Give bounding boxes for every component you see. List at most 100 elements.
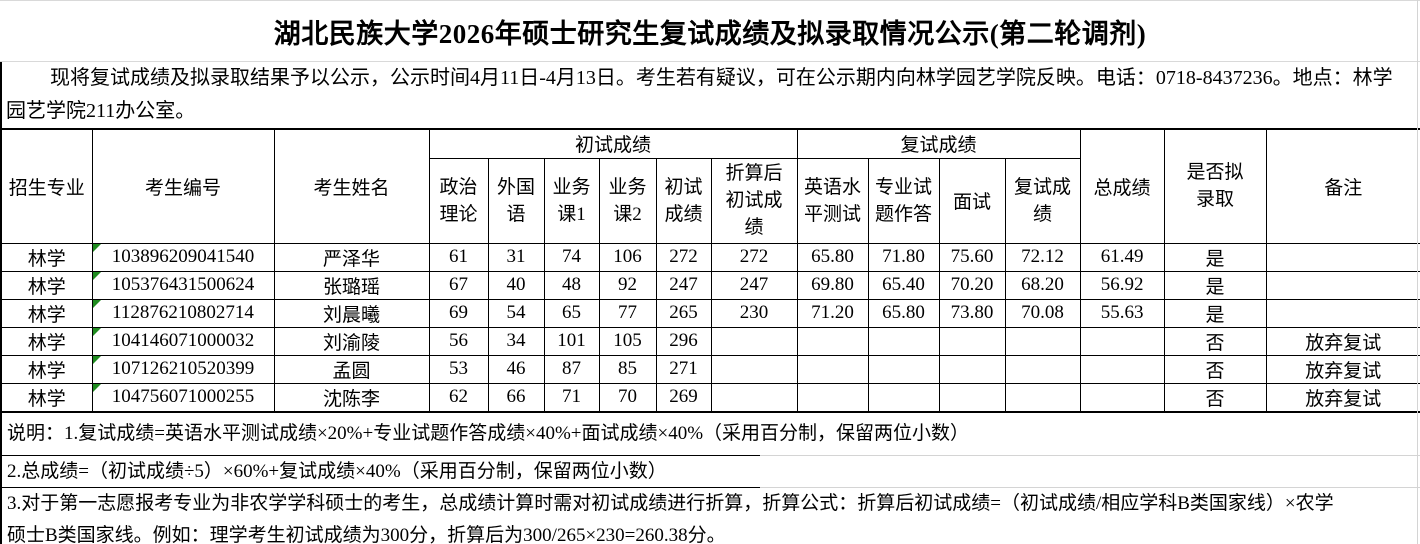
cell-course2: 106: [598, 242, 657, 272]
intro-paragraph: 现将复试成绩及拟录取结果予以公示，公示时间4月11日-4月13日。考生若有疑议，…: [0, 62, 1420, 128]
green-triangle-icon: [93, 272, 101, 280]
header-candidate-id: 考生编号: [91, 128, 275, 244]
table-row: 林学 104756071000255 沈陈李 62 66 71 70 269 否…: [0, 382, 1420, 412]
header-foreign-language: 外国 语: [487, 157, 545, 244]
cell-written: [867, 382, 940, 412]
cell-candidate-name: 严泽华: [273, 242, 430, 272]
cell-final-score: 55.63: [1079, 298, 1165, 328]
cell-course1: 87: [543, 354, 600, 384]
cell-candidate-id: 103896209041540: [91, 242, 275, 272]
cell-candidate-name: 张璐瑶: [273, 270, 430, 300]
cell-remark: 放弃复试: [1265, 382, 1420, 412]
cell-candidate-id: 105376431500624: [91, 270, 275, 300]
cell-converted: [710, 382, 798, 412]
header-course2: 业务 课2: [598, 157, 657, 244]
cell-retest-total: [1004, 326, 1081, 356]
cell-candidate-name: 孟圆: [273, 354, 430, 384]
results-table: 招生专业 考生编号 考生姓名 初试成绩 复试成绩 总成绩 是否拟 录取 备注 政…: [0, 128, 1420, 413]
cell-interview: [938, 354, 1006, 384]
table-row: 林学 112876210802714 刘晨曦 69 54 65 77 265 2…: [0, 298, 1420, 328]
cell-converted: [710, 354, 798, 384]
table-row: 林学 104146071000032 刘渝陵 56 34 101 105 296…: [0, 326, 1420, 356]
header-course1: 业务 课1: [543, 157, 600, 244]
cell-foreign: 54: [487, 298, 545, 328]
cell-written: 65.40: [867, 270, 940, 300]
candidate-id-text: 103896209041540: [111, 246, 255, 267]
header-converted-initial: 折算后 初试成 绩: [710, 157, 798, 244]
cell-remark: [1265, 298, 1420, 328]
cell-retest-total: [1004, 382, 1081, 412]
header-group-retest-exam: 复试成绩: [796, 128, 1081, 159]
cell-written: 65.80: [867, 298, 940, 328]
cell-course2: 70: [598, 382, 657, 412]
note-total-formula: 2.总成绩=（初试成绩÷5）×60%+复试成绩×40%（采用百分制，保留两位小数…: [0, 455, 1420, 488]
cell-converted: 230: [710, 298, 798, 328]
cell-politics: 67: [428, 270, 489, 300]
cell-retest-total: 72.12: [1004, 242, 1081, 272]
cell-initial-total: 296: [655, 326, 712, 356]
header-written-answer: 专业试 题作答: [867, 157, 940, 244]
cell-english: 65.80: [796, 242, 869, 272]
cell-converted: 272: [710, 242, 798, 272]
cell-converted: 247: [710, 270, 798, 300]
cell-remark: [1265, 270, 1420, 300]
cell-remark: 放弃复试: [1265, 354, 1420, 384]
cell-course2: 85: [598, 354, 657, 384]
cell-remark: [1265, 242, 1420, 272]
cell-course1: 74: [543, 242, 600, 272]
cell-major: 林学: [0, 382, 93, 412]
cell-candidate-id: 112876210802714: [91, 298, 275, 328]
cell-major: 林学: [0, 242, 93, 272]
cell-foreign: 40: [487, 270, 545, 300]
header-initial-total: 初试 成绩: [655, 157, 712, 244]
cell-english: [796, 382, 869, 412]
cell-english: [796, 326, 869, 356]
green-triangle-icon: [93, 300, 101, 308]
header-politics: 政治 理论: [428, 157, 489, 244]
green-triangle-icon: [93, 383, 101, 392]
note-conversion-rule: 3.对于第一志愿报考专业为非农学学科硕士的考生，总成绩计算时需对初试成绩进行折算…: [0, 487, 1420, 544]
cell-initial-total: 272: [655, 242, 712, 272]
table-row: 林学 107126210520399 孟圆 53 46 87 85 271 否 …: [0, 354, 1420, 384]
cell-interview: 73.80: [938, 298, 1006, 328]
cell-course1: 71: [543, 382, 600, 412]
cell-written: [867, 354, 940, 384]
cell-final-score: [1079, 326, 1165, 356]
candidate-id-text: 104756071000255: [111, 386, 255, 407]
cell-interview: 75.60: [938, 242, 1006, 272]
cell-course2: 77: [598, 298, 657, 328]
cell-candidate-id: 104146071000032: [91, 326, 275, 356]
cell-retest-total: 68.20: [1004, 270, 1081, 300]
cell-written: 71.80: [867, 242, 940, 272]
cell-candidate-name: 刘渝陵: [273, 326, 430, 356]
cell-final-score: [1079, 382, 1165, 412]
cell-admitted: 是: [1163, 298, 1267, 328]
header-english-test: 英语水 平测试: [796, 157, 869, 244]
note-retest-formula: 说明：1.复试成绩=英语水平测试成绩×20%+专业试题作答成绩×40%+面试成绩…: [0, 412, 1420, 456]
cell-politics: 61: [428, 242, 489, 272]
cell-interview: [938, 326, 1006, 356]
cell-admitted: 是: [1163, 270, 1267, 300]
cell-course1: 65: [543, 298, 600, 328]
cell-candidate-id: 104756071000255: [91, 382, 275, 412]
cell-final-score: 56.92: [1079, 270, 1165, 300]
table-row: 林学 103896209041540 严泽华 61 31 74 106 272 …: [0, 242, 1420, 272]
cell-foreign: 66: [487, 382, 545, 412]
cell-major: 林学: [0, 270, 93, 300]
header-total-score: 总成绩: [1079, 128, 1165, 244]
cell-foreign: 31: [487, 242, 545, 272]
header-sub-row: 政治 理论 外国 语 业务 课1 业务 课2 初试 成绩 折算后 初试成 绩 英…: [1, 157, 1420, 244]
header-remark: 备注: [1265, 128, 1420, 244]
green-triangle-icon: [93, 244, 101, 252]
green-triangle-icon: [93, 328, 101, 336]
cell-written: [867, 326, 940, 356]
header-admitted: 是否拟 录取: [1163, 128, 1267, 244]
page-title: 湖北民族大学2026年硕士研究生复试成绩及拟录取情况公示(第二轮调剂): [0, 0, 1420, 62]
cell-major: 林学: [0, 326, 93, 356]
cell-interview: [938, 382, 1006, 412]
cell-retest-total: [1004, 354, 1081, 384]
candidate-id-text: 104146071000032: [111, 330, 255, 351]
cell-interview: 70.20: [938, 270, 1006, 300]
notes-section: 说明：1.复试成绩=英语水平测试成绩×20%+专业试题作答成绩×40%+面试成绩…: [0, 412, 1420, 544]
cell-converted: [710, 326, 798, 356]
